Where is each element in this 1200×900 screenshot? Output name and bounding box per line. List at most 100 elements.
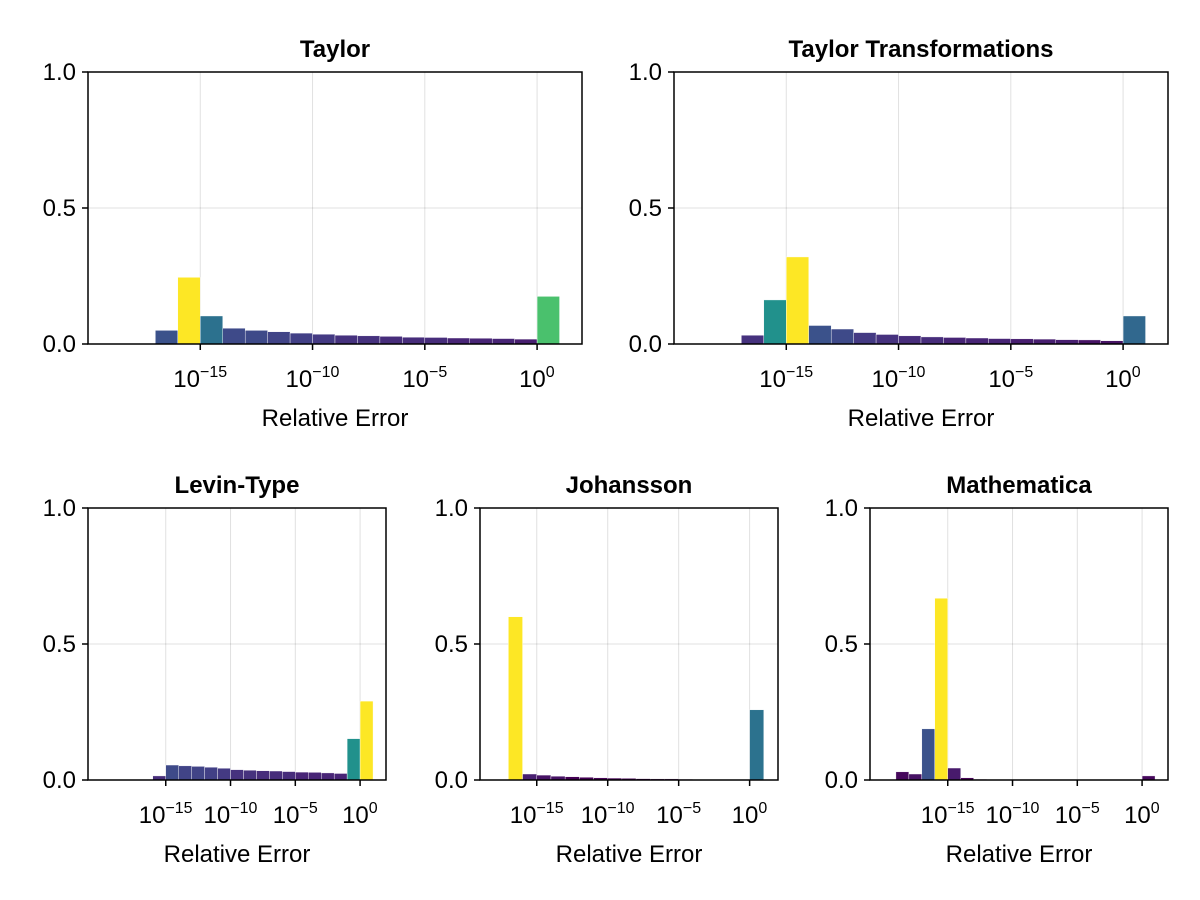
x-tick-label: 100 [1124, 800, 1160, 829]
histogram-bar [1010, 338, 1034, 345]
x-tick-label: 100 [732, 800, 768, 829]
chart-panel-2: 0.0 0.5 1.0 10−15 10−10 10−5 100 Relative Error… [629, 36, 1169, 432]
x-tick-label: 10−5 [402, 364, 447, 393]
x-axis-label: Relative Error [262, 405, 409, 432]
x-tick-label: 10−10 [872, 364, 926, 393]
y-tick-label: 0.0 [43, 767, 76, 794]
histogram-bar [491, 338, 515, 345]
y-tick-label: 1.0 [825, 495, 858, 522]
x-tick-label: 10−5 [988, 364, 1033, 393]
histogram-bar [295, 771, 309, 781]
histogram-bar [289, 332, 313, 345]
histogram-bar [256, 770, 270, 781]
histogram-bar [204, 767, 218, 781]
histogram-bar [830, 328, 854, 345]
histogram-bar [1122, 315, 1146, 345]
histogram-bar [808, 325, 832, 345]
x-tick-label: 10−10 [204, 800, 258, 829]
histogram-bar [200, 315, 223, 345]
x-tick-label: 10−15 [510, 800, 564, 829]
y-tick-label: 1.0 [435, 495, 468, 522]
histogram-bar [269, 770, 283, 781]
y-tick-label: 0.0 [435, 767, 468, 794]
histogram-bar [763, 299, 787, 345]
x-tick-label: 100 [519, 364, 555, 393]
histogram-bar [230, 769, 244, 781]
histogram-bar [786, 256, 809, 345]
histogram-bar [155, 330, 179, 345]
histogram-bar [741, 335, 765, 345]
histogram-bar [898, 335, 922, 345]
histogram-bar [177, 277, 201, 345]
histogram-bar [191, 766, 205, 781]
y-tick-label: 0.0 [629, 331, 662, 358]
x-tick-label: 10−10 [286, 364, 340, 393]
histogram-bar [424, 337, 448, 345]
histogram-bar [965, 337, 989, 345]
x-axis-label: Relative Error [946, 841, 1093, 868]
histogram-bar [988, 338, 1012, 345]
histogram-bar [921, 728, 935, 781]
histogram-bar [853, 332, 877, 345]
histogram-bar [522, 773, 537, 781]
y-tick-label: 1.0 [43, 59, 76, 86]
histogram-bar [875, 334, 899, 345]
x-axis-label: Relative Error [164, 841, 311, 868]
x-tick-label: 10−10 [581, 800, 635, 829]
y-tick-label: 1.0 [629, 59, 662, 86]
y-tick-label: 1.0 [43, 495, 76, 522]
histogram-bar [346, 738, 361, 781]
histogram-bar [222, 328, 246, 345]
histogram-bar [243, 770, 257, 781]
histogram-bar [379, 336, 403, 345]
histogram-bar [333, 773, 348, 781]
chart-title: Taylor [300, 36, 370, 63]
x-tick-label: 10−15 [173, 364, 227, 393]
histogram-bar [536, 296, 560, 345]
histogram-bar [908, 773, 923, 781]
histogram-bar [749, 709, 765, 781]
histogram-bar [282, 771, 296, 781]
histogram-bar [402, 337, 426, 345]
chart-title: Taylor Transformations [789, 36, 1054, 63]
histogram-bar [244, 330, 268, 345]
chart-title: Levin-Type [175, 472, 300, 499]
histogram-bar [357, 335, 381, 345]
chart-panel-5: 0.0 0.5 1.0 10−15 10−10 10−5 100 Relative Error… [825, 472, 1169, 868]
x-axis-label: Relative Error [848, 405, 995, 432]
y-tick-label: 0.5 [435, 631, 468, 658]
y-tick-label: 0.0 [43, 331, 76, 358]
chart-panel-3: 0.0 0.5 1.0 10−15 10−10 10−5 100 Relative Error… [43, 472, 387, 868]
x-tick-label: 10−5 [1055, 800, 1100, 829]
histogram-bar [308, 772, 322, 781]
histogram-bar [178, 765, 192, 781]
histogram-bar [469, 338, 493, 345]
x-axis-label: Relative Error [556, 841, 703, 868]
x-tick-label: 10−10 [986, 800, 1040, 829]
x-tick-label: 10−5 [656, 800, 701, 829]
histogram-bar [217, 768, 231, 781]
histogram-bar [947, 767, 961, 781]
x-tick-label: 10−5 [273, 800, 318, 829]
histogram-bar [359, 700, 374, 781]
histogram-bar [508, 616, 523, 781]
histogram-bar [312, 334, 336, 345]
x-tick-label: 100 [342, 800, 378, 829]
histogram-bar [321, 772, 335, 781]
y-tick-label: 0.5 [825, 631, 858, 658]
histogram-bar [267, 331, 291, 345]
histogram-bar [943, 337, 967, 345]
chart-title: Johansson [566, 472, 693, 499]
histogram-bar [934, 598, 948, 781]
x-tick-label: 10−15 [759, 364, 813, 393]
x-tick-label: 100 [1105, 364, 1141, 393]
histogram-bar [334, 335, 358, 345]
chart-panel-1: 0.0 0.5 1.0 10−15 10−10 10−5 100 Relative Error… [43, 36, 583, 432]
y-tick-label: 0.5 [629, 195, 662, 222]
histogram-bar [920, 336, 944, 345]
y-tick-label: 0.0 [825, 767, 858, 794]
y-tick-label: 0.5 [43, 631, 76, 658]
x-tick-label: 10−15 [921, 800, 975, 829]
histogram-bar [165, 764, 179, 781]
